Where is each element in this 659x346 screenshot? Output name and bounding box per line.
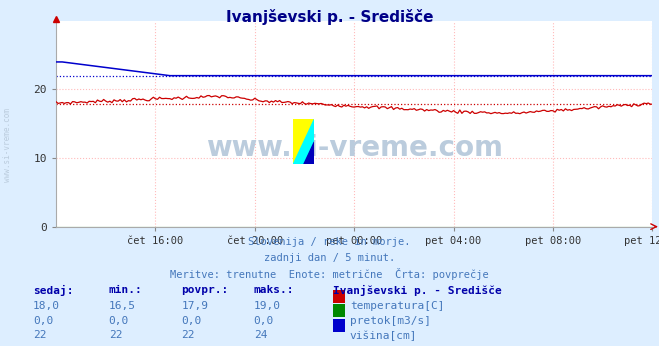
Text: 16,5: 16,5 xyxy=(109,301,136,311)
Text: zadnji dan / 5 minut.: zadnji dan / 5 minut. xyxy=(264,253,395,263)
Text: temperatura[C]: temperatura[C] xyxy=(350,301,444,311)
Text: 0,0: 0,0 xyxy=(254,316,274,326)
Text: 22: 22 xyxy=(109,330,122,340)
Text: 18,0: 18,0 xyxy=(33,301,60,311)
Text: Slovenija / reke in morje.: Slovenija / reke in morje. xyxy=(248,237,411,247)
Text: 19,0: 19,0 xyxy=(254,301,281,311)
Text: Ivanjševski p. - Središče: Ivanjševski p. - Središče xyxy=(226,9,433,25)
Text: višina[cm]: višina[cm] xyxy=(350,330,417,341)
Text: 22: 22 xyxy=(33,330,46,340)
Text: Ivanjševski p. - Središče: Ivanjševski p. - Središče xyxy=(333,285,501,297)
Polygon shape xyxy=(293,119,314,164)
Text: www.si-vreme.com: www.si-vreme.com xyxy=(3,108,13,182)
Text: min.:: min.: xyxy=(109,285,142,295)
Polygon shape xyxy=(293,119,314,164)
Text: 0,0: 0,0 xyxy=(181,316,202,326)
Text: pretok[m3/s]: pretok[m3/s] xyxy=(350,316,431,326)
Text: 17,9: 17,9 xyxy=(181,301,208,311)
Text: 24: 24 xyxy=(254,330,267,340)
Text: 22: 22 xyxy=(181,330,194,340)
Text: www.si-vreme.com: www.si-vreme.com xyxy=(206,134,503,162)
Text: 0,0: 0,0 xyxy=(33,316,53,326)
Text: 0,0: 0,0 xyxy=(109,316,129,326)
Text: maks.:: maks.: xyxy=(254,285,294,295)
Text: povpr.:: povpr.: xyxy=(181,285,229,295)
Text: Meritve: trenutne  Enote: metrične  Črta: povprečje: Meritve: trenutne Enote: metrične Črta: … xyxy=(170,268,489,280)
Text: sedaj:: sedaj: xyxy=(33,285,73,297)
Polygon shape xyxy=(304,142,314,164)
